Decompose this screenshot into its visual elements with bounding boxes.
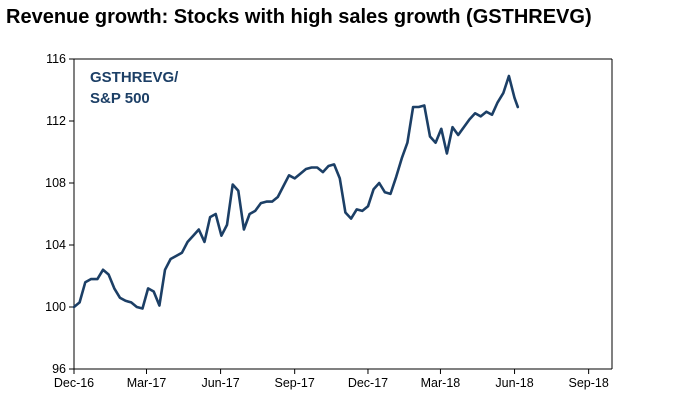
y-ticks: 96 100 104 108 112 116 xyxy=(45,52,74,376)
x-tick-label: Jun-18 xyxy=(495,376,533,390)
x-tick-label: Mar-18 xyxy=(421,376,461,390)
x-tick-label: Jun-17 xyxy=(201,376,239,390)
axes-frame xyxy=(73,58,613,370)
y-tick-label: 104 xyxy=(45,238,66,252)
x-tick-label: Sep-18 xyxy=(568,376,608,390)
y-tick-label: 100 xyxy=(45,300,66,314)
y-tick-label: 96 xyxy=(52,362,66,376)
x-tick-label: Dec-17 xyxy=(348,376,388,390)
y-tick-label: 112 xyxy=(46,114,66,128)
y-tick-label: 108 xyxy=(45,176,66,190)
legend-line-1: GSTHREVG/ xyxy=(90,69,179,86)
x-tick-label: Dec-16 xyxy=(54,376,94,390)
legend-line-2: S&P 500 xyxy=(90,90,150,107)
x-tick-label: Sep-17 xyxy=(275,376,315,390)
legend: GSTHREVG/ S&P 500 xyxy=(90,69,179,107)
x-ticks: Dec-16 Mar-17 Jun-17 Sep-17 Dec-17 Mar-18 Jun-… xyxy=(54,369,609,390)
series-line xyxy=(72,74,520,310)
chart-title: Revenue growth: Stocks with high sales g… xyxy=(6,6,592,28)
y-tick-label: 116 xyxy=(46,52,66,66)
x-tick-label: Mar-17 xyxy=(127,376,167,390)
